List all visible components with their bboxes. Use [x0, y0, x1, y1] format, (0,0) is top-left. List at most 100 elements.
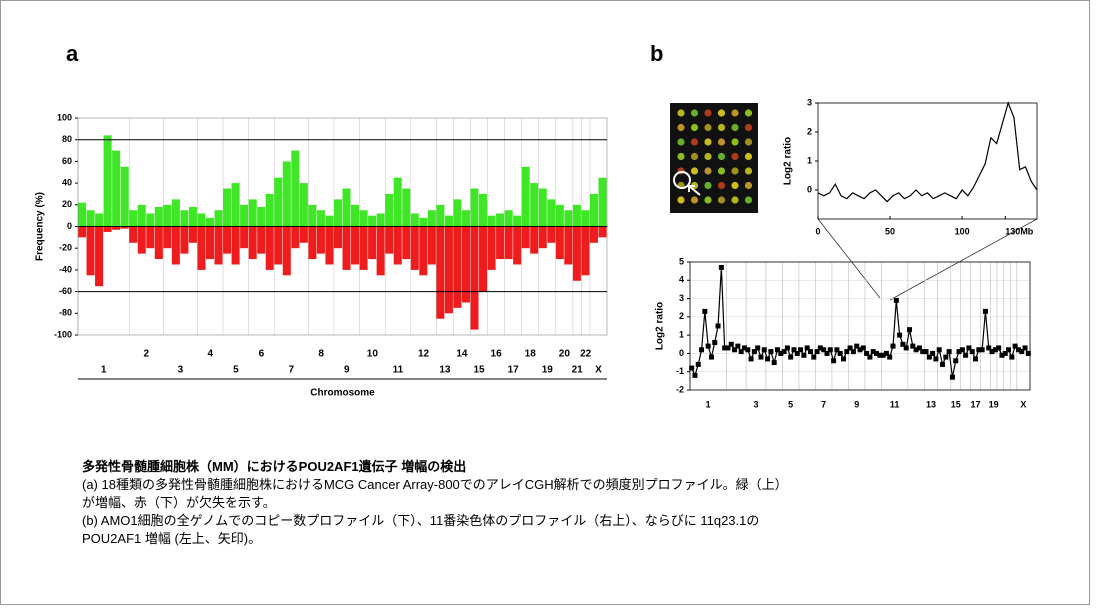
x-tick-label: X	[1020, 399, 1026, 409]
data-point	[946, 349, 952, 355]
bar	[436, 204, 445, 227]
data-point	[996, 345, 1002, 351]
array-spot	[731, 123, 739, 132]
x-tick-label: 11	[393, 365, 404, 376]
bar	[436, 226, 445, 319]
bar	[120, 166, 129, 227]
array-spot	[717, 109, 726, 117]
array-spot	[717, 181, 726, 190]
bar	[325, 226, 334, 265]
data-point	[910, 343, 916, 349]
data-point	[903, 345, 909, 351]
bar	[385, 193, 394, 227]
data-point	[857, 347, 863, 353]
data-point	[831, 358, 837, 364]
arrow	[688, 185, 701, 196]
data-point	[883, 350, 889, 356]
caption-line: が増幅、赤（下）が欠失を示す。	[82, 495, 276, 510]
bar	[342, 188, 351, 227]
bar	[248, 226, 257, 260]
data-point	[1022, 345, 1028, 351]
data-point	[989, 349, 995, 355]
bar	[351, 226, 360, 265]
data-point	[923, 349, 929, 355]
x-tick-label: 100	[955, 226, 970, 236]
y-tick-label: -60	[59, 286, 72, 296]
y-tick-label: 60	[62, 156, 72, 166]
bar	[359, 210, 368, 227]
bar	[240, 204, 249, 227]
bar	[86, 210, 95, 227]
data-point	[982, 308, 988, 314]
bar	[581, 226, 590, 276]
bar	[197, 226, 206, 270]
array-spot	[744, 181, 753, 190]
bar	[274, 177, 283, 227]
bar	[333, 199, 342, 227]
bar	[496, 213, 505, 227]
array-spot	[744, 152, 753, 161]
data-point	[986, 345, 992, 351]
x-tick-label: 2	[143, 349, 149, 360]
data-point	[877, 352, 883, 358]
data-point	[940, 361, 946, 367]
bar	[461, 210, 470, 227]
bar	[393, 226, 402, 265]
bar	[257, 206, 266, 227]
bar	[589, 193, 598, 227]
data-point	[973, 356, 979, 362]
bar	[274, 226, 283, 265]
bar	[257, 226, 266, 254]
data-point	[807, 349, 813, 355]
bar	[95, 226, 104, 287]
bar	[521, 226, 530, 249]
data-point	[907, 327, 913, 333]
data-point	[943, 354, 949, 360]
array-spot	[677, 196, 685, 204]
bar	[154, 206, 163, 227]
data-point	[722, 345, 728, 351]
bar	[163, 204, 172, 227]
x-tick-label: 15	[951, 399, 961, 409]
bar	[231, 226, 240, 265]
bar	[248, 199, 257, 227]
bar	[120, 226, 129, 229]
y-axis-label: Frequency (%)	[35, 192, 46, 261]
bar	[538, 226, 547, 249]
data-point	[798, 347, 804, 353]
data-point	[844, 349, 850, 355]
bar	[444, 226, 453, 314]
bar	[487, 226, 496, 270]
x-tick-label: 13	[926, 399, 936, 409]
data-point	[738, 349, 744, 355]
data-point	[705, 343, 711, 349]
panel-label: b	[650, 41, 663, 66]
bar	[308, 204, 317, 227]
bar	[112, 226, 121, 230]
y-axis-label: Log2 ratio	[655, 302, 666, 350]
bar	[513, 215, 522, 227]
data-point	[817, 345, 823, 351]
y-tick-label: -1	[676, 366, 684, 376]
x-tick-label: 19	[542, 365, 554, 376]
bar	[231, 183, 240, 227]
data-point	[695, 361, 701, 367]
caption-line: POU2AF1 増幅 (左上、矢印)。	[82, 531, 262, 546]
caption-line: (a) 18種類の多発性骨髄腫細胞株におけるMCG Cancer Array-8…	[82, 477, 788, 492]
data-point	[979, 347, 985, 353]
bar	[78, 226, 87, 238]
data-point	[936, 347, 942, 353]
y-tick-label: -100	[54, 329, 72, 339]
data-point	[864, 350, 870, 356]
data-point	[801, 352, 807, 358]
bar	[530, 183, 539, 227]
data-point	[916, 345, 922, 351]
bar	[291, 226, 300, 249]
data-point	[745, 347, 751, 353]
array-spot	[677, 138, 685, 146]
data-point	[732, 347, 738, 353]
bar	[530, 226, 539, 254]
data-point	[890, 343, 896, 349]
data-point	[840, 356, 846, 362]
